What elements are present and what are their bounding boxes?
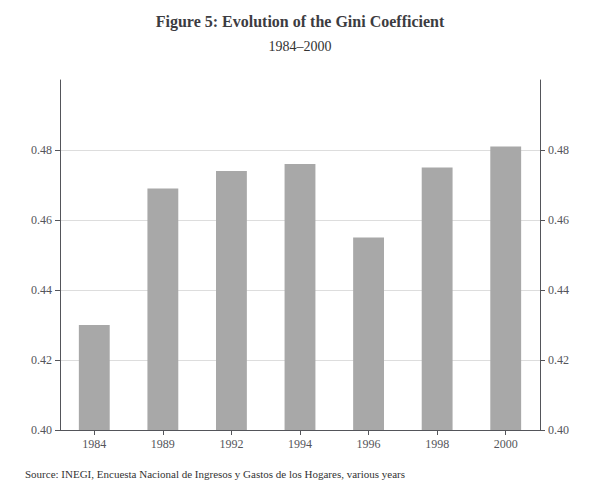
svg-text:1992: 1992 [219, 437, 243, 451]
svg-text:1998: 1998 [425, 437, 449, 451]
svg-text:1994: 1994 [288, 437, 312, 451]
svg-text:1984–2000: 1984–2000 [269, 39, 332, 54]
svg-text:Figure 5: Evolution of the Gin: Figure 5: Evolution of the Gini Coeffici… [156, 13, 445, 31]
svg-text:0.44: 0.44 [31, 283, 52, 297]
svg-text:0.46: 0.46 [548, 213, 569, 227]
svg-text:1996: 1996 [357, 437, 381, 451]
svg-text:1989: 1989 [151, 437, 175, 451]
svg-text:0.42: 0.42 [548, 353, 569, 367]
svg-text:0.40: 0.40 [31, 423, 52, 437]
svg-text:0.44: 0.44 [548, 283, 569, 297]
svg-text:2000: 2000 [494, 437, 518, 451]
svg-text:0.42: 0.42 [31, 353, 52, 367]
svg-text:0.46: 0.46 [31, 213, 52, 227]
svg-text:Source: INEGI, Encuesta Nacion: Source: INEGI, Encuesta Nacional de Ingr… [25, 468, 405, 480]
svg-text:0.48: 0.48 [31, 143, 52, 157]
svg-text:0.40: 0.40 [548, 423, 569, 437]
svg-text:1984: 1984 [82, 437, 106, 451]
svg-text:0.48: 0.48 [548, 143, 569, 157]
